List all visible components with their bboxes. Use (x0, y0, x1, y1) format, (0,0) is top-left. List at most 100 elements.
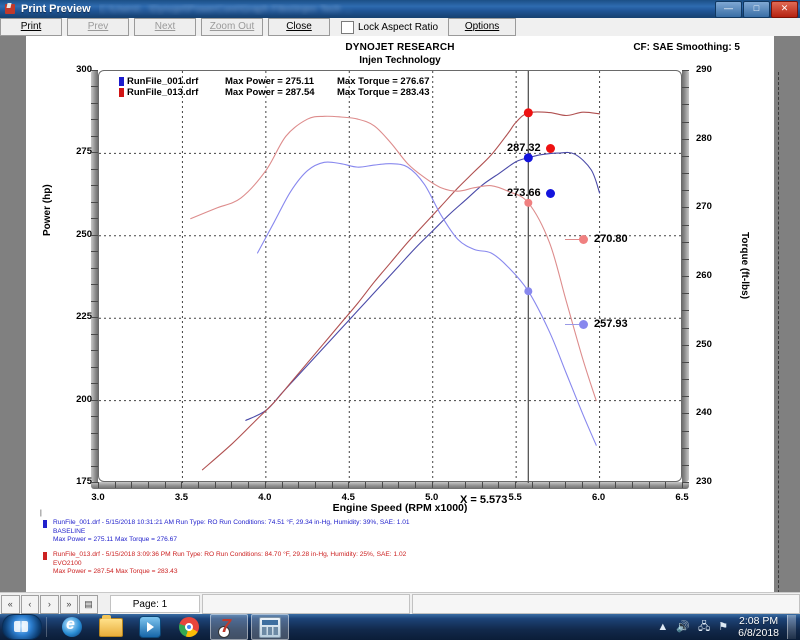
google-chrome-icon (179, 617, 199, 637)
windows-media-player-icon (139, 616, 161, 638)
tick-label: 260 (696, 270, 712, 281)
clock-time: 2:08 PM (739, 615, 779, 627)
axis-tick (682, 276, 689, 277)
axis-tick (682, 87, 689, 89)
y-axis-label-right: Torque (ft-lbs) (739, 232, 750, 300)
left-axis-bar (91, 70, 98, 482)
axis-tick (248, 482, 250, 488)
minimize-button[interactable]: — (715, 0, 742, 18)
preview-background: DYNOJET RESEARCH Injen Technology CF: SA… (0, 36, 800, 628)
axis-tick (91, 70, 98, 71)
axis-tick (598, 482, 600, 488)
show-desktop-button[interactable] (787, 615, 796, 639)
axis-tick (682, 361, 689, 363)
plot-area (98, 70, 683, 483)
zoom-out-button[interactable]: Zoom Out (201, 18, 263, 36)
axis-tick (682, 379, 689, 380)
tick-label: 300 (76, 64, 92, 75)
run-line-3: Max Power = 275.11 Max Torque = 276.67 (53, 536, 178, 544)
bottom-axis-bar (91, 482, 689, 489)
legend-file: RunFile_013.drf (127, 87, 199, 98)
axis-tick (91, 218, 98, 220)
axis-tick (481, 482, 483, 488)
taskbar-clock[interactable]: 2:08 PM 6/8/2018 (738, 615, 779, 639)
axis-tick (415, 482, 417, 488)
axis-tick (682, 396, 689, 398)
taskbar-internet-explorer[interactable] (54, 615, 90, 639)
taskbar-file-explorer[interactable] (93, 614, 129, 639)
taskbar-media-player[interactable] (132, 615, 168, 639)
axis-tick (531, 482, 533, 488)
next-page-nav-button[interactable]: › (40, 594, 59, 614)
run-line-2: EVO2100 (53, 559, 82, 567)
axis-tick (91, 135, 98, 137)
axis-tick (465, 482, 467, 488)
run-line-1: RunFile_001.drf - 5/15/2018 10:31:21 AM … (53, 519, 410, 526)
axis-tick (565, 482, 567, 488)
tick-label: 250 (76, 228, 92, 240)
axis-tick (682, 207, 689, 209)
windows-flag-icon (14, 621, 28, 632)
chart-subtitle: Injen Technology (359, 55, 441, 66)
taskbar-chrome[interactable] (171, 615, 207, 639)
axis-tick (91, 399, 98, 401)
prev-page-button[interactable]: Prev (67, 18, 129, 36)
tick-label: 4.0 (258, 492, 272, 503)
chart-header: DYNOJET RESEARCH Injen Technology (26, 42, 774, 66)
axis-tick (91, 152, 98, 154)
taskbar-dynojet[interactable]: 7 (210, 614, 248, 640)
axis-tick (631, 482, 633, 488)
maximize-button[interactable]: □ (743, 0, 770, 18)
axis-tick (682, 482, 683, 488)
taskbar-calculator[interactable] (251, 614, 289, 640)
axis-tick (91, 465, 98, 467)
red-power-callout: 287.32 (507, 142, 555, 154)
correction-factor-note: CF: SAE Smoothing: 5 (633, 42, 740, 53)
network-icon[interactable]: 🖧 (697, 620, 711, 633)
volume-icon[interactable]: 🔊 (676, 620, 690, 633)
options-button[interactable]: Options (448, 18, 517, 36)
run-info-baseline: RunFile_001.drf - 5/15/2018 10:31:21 AM … (40, 519, 760, 545)
last-page-button[interactable]: » (59, 594, 79, 614)
callout-value: 270.80 (594, 233, 628, 245)
axis-tick (231, 482, 233, 488)
show-hidden-icons-icon[interactable]: ▲ (657, 620, 669, 633)
axis-tick (682, 464, 689, 466)
tick-label: 270 (696, 201, 712, 213)
close-preview-button[interactable]: Close (268, 18, 330, 36)
axis-tick (91, 432, 98, 434)
legend-file: RunFile_001.drf (127, 76, 199, 87)
tick-label: 175 (76, 476, 92, 487)
axis-tick (91, 168, 98, 170)
run-color-swatch-icon (40, 552, 47, 560)
close-window-button[interactable]: ✕ (771, 0, 798, 18)
legend-row: RunFile_001.drf Max Power = 275.11 Max T… (116, 76, 430, 87)
axis-tick (91, 333, 98, 335)
axis-tick (682, 258, 689, 260)
print-button[interactable]: Print (0, 18, 62, 36)
internet-explorer-icon (62, 616, 82, 637)
y-axis-label-left: Power (hp) (42, 184, 53, 236)
page-setup-icon[interactable]: ▤ (79, 594, 98, 614)
next-page-button[interactable]: Next (134, 18, 196, 36)
callout-value: 273.66 (507, 187, 541, 199)
prev-page-nav-button[interactable]: ‹ (20, 594, 40, 614)
axis-tick (91, 383, 98, 385)
tick-label: 290 (696, 64, 712, 75)
lock-aspect-ratio-checkbox[interactable]: Lock Aspect Ratio (341, 20, 438, 34)
start-button[interactable] (2, 614, 42, 640)
action-center-icon[interactable]: ⚑ (718, 620, 729, 633)
checkbox-box[interactable] (341, 20, 354, 34)
axis-tick (682, 190, 689, 192)
clock-date: 6/8/2018 (738, 627, 779, 639)
legend-row: RunFile_013.drf Max Power = 287.54 Max T… (116, 87, 430, 98)
tick-label: 230 (696, 476, 712, 487)
axis-tick (398, 482, 400, 488)
tick-label: 240 (696, 407, 712, 419)
page-tick-mark: | (40, 510, 42, 517)
axis-tick (682, 173, 689, 174)
first-page-button[interactable]: « (1, 594, 20, 614)
run-line-3: Max Power = 287.54 Max Torque = 283.43 (53, 568, 178, 576)
axis-tick (448, 482, 450, 488)
